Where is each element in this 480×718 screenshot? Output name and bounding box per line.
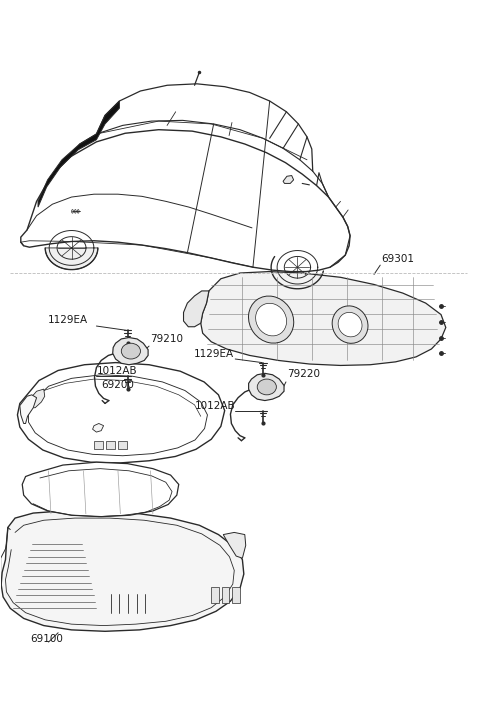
Text: 69100: 69100 <box>30 634 63 644</box>
Text: 79210: 79210 <box>150 334 183 344</box>
Bar <box>211 587 219 602</box>
Polygon shape <box>283 175 294 183</box>
Polygon shape <box>1 511 244 631</box>
Polygon shape <box>38 101 120 207</box>
Polygon shape <box>113 337 148 365</box>
Ellipse shape <box>338 312 362 337</box>
Polygon shape <box>22 462 179 517</box>
Polygon shape <box>20 395 36 424</box>
Polygon shape <box>45 248 98 269</box>
Text: 69301: 69301 <box>381 254 414 264</box>
Text: 1012AB: 1012AB <box>194 401 235 411</box>
Ellipse shape <box>256 303 287 336</box>
Bar <box>118 442 127 449</box>
Polygon shape <box>201 271 446 365</box>
Polygon shape <box>223 533 246 558</box>
Text: 69200: 69200 <box>101 380 134 390</box>
Polygon shape <box>249 373 284 401</box>
Polygon shape <box>21 130 350 271</box>
Text: 1129EA: 1129EA <box>194 349 234 359</box>
Polygon shape <box>183 291 209 327</box>
Ellipse shape <box>121 343 141 359</box>
Bar <box>106 442 115 449</box>
Polygon shape <box>17 363 225 463</box>
Polygon shape <box>29 389 45 408</box>
Ellipse shape <box>257 379 276 395</box>
Ellipse shape <box>249 296 294 343</box>
Ellipse shape <box>332 306 368 343</box>
Bar <box>222 587 229 602</box>
Text: 1129EA: 1129EA <box>48 315 88 325</box>
Bar <box>94 442 103 449</box>
Text: 79220: 79220 <box>287 369 320 379</box>
Text: 1012AB: 1012AB <box>96 366 137 376</box>
Polygon shape <box>93 424 104 432</box>
Bar <box>232 587 240 602</box>
